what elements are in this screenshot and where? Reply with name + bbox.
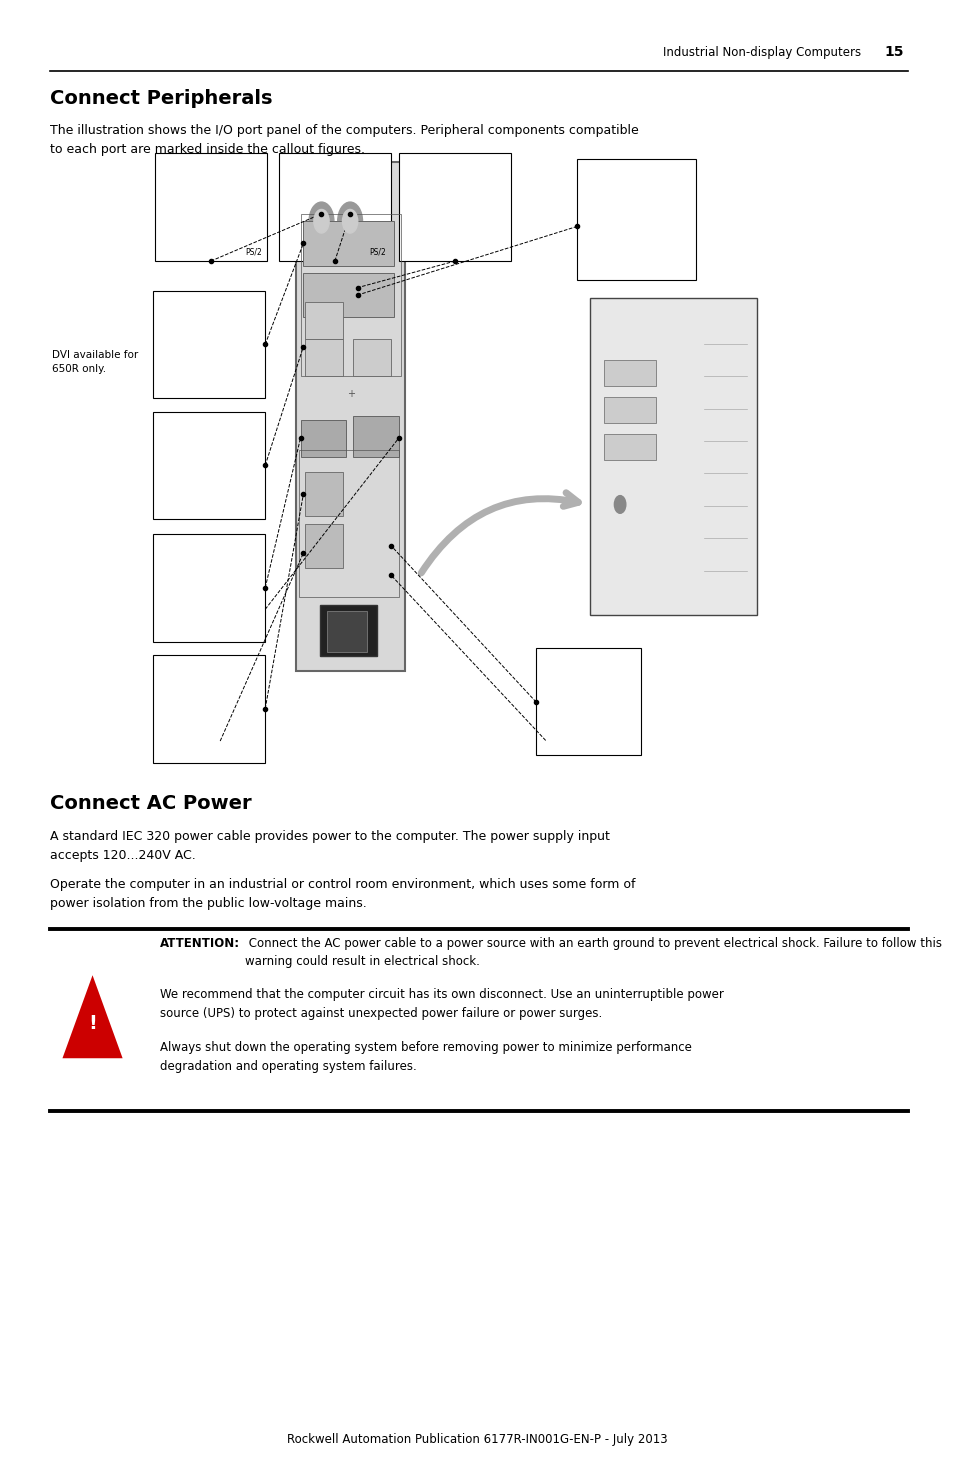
Bar [305,339,343,376]
Text: ATTENTION:: ATTENTION: [160,937,240,950]
Text: Connect AC Power: Connect AC Power [50,794,251,813]
Text: We recommend that the computer circuit has its own disconnect. Use an uninterrup: We recommend that the computer circuit h… [160,988,723,1019]
Circle shape [314,209,329,233]
Bar [589,298,756,615]
Text: Operate the computer in an industrial or control room environment, which uses so: Operate the computer in an industrial or… [50,878,635,910]
Bar [305,524,343,568]
Text: A standard IEC 320 power cable provides power to the computer. The power supply : A standard IEC 320 power cable provides … [50,830,609,863]
Bar [353,339,391,376]
Bar [305,302,343,339]
Text: The illustration shows the I/O port panel of the computers. Peripheral component: The illustration shows the I/O port pane… [50,124,638,156]
Text: Connect Peripherals: Connect Peripherals [50,88,272,108]
Text: 15: 15 [884,46,903,59]
Bar [398,153,511,261]
Bar [305,472,343,516]
Bar [154,153,267,261]
Text: !: ! [88,1015,97,1032]
Bar [536,648,640,755]
Text: DVI available for
650R only.: DVI available for 650R only. [52,350,138,373]
Circle shape [309,202,334,240]
Bar [603,397,656,423]
Bar [303,273,394,317]
Text: PS/2: PS/2 [369,248,386,257]
Circle shape [342,209,357,233]
Bar [327,611,367,652]
Bar [152,291,265,398]
Bar [152,655,265,763]
Bar [300,420,346,457]
Bar [603,434,656,460]
Bar [300,214,400,376]
Text: Industrial Non-display Computers: Industrial Non-display Computers [662,46,861,59]
Bar [303,221,394,266]
Text: +: + [347,389,355,398]
Text: PS/2: PS/2 [245,248,262,257]
Polygon shape [60,971,125,1059]
Text: Connect the AC power cable to a power source with an earth ground to prevent ele: Connect the AC power cable to a power so… [245,937,942,968]
Bar [319,605,376,656]
Bar [152,534,265,642]
Bar [278,153,391,261]
Bar [295,162,405,671]
Bar [577,159,696,280]
Text: Rockwell Automation Publication 6177R-IN001G-EN-P - July 2013: Rockwell Automation Publication 6177R-IN… [287,1432,666,1446]
Bar [353,416,398,457]
Bar [603,360,656,386]
Circle shape [614,496,625,513]
Bar [298,450,398,597]
Bar [152,412,265,519]
Text: Always shut down the operating system before removing power to minimize performa: Always shut down the operating system be… [160,1041,692,1072]
Circle shape [337,202,362,240]
